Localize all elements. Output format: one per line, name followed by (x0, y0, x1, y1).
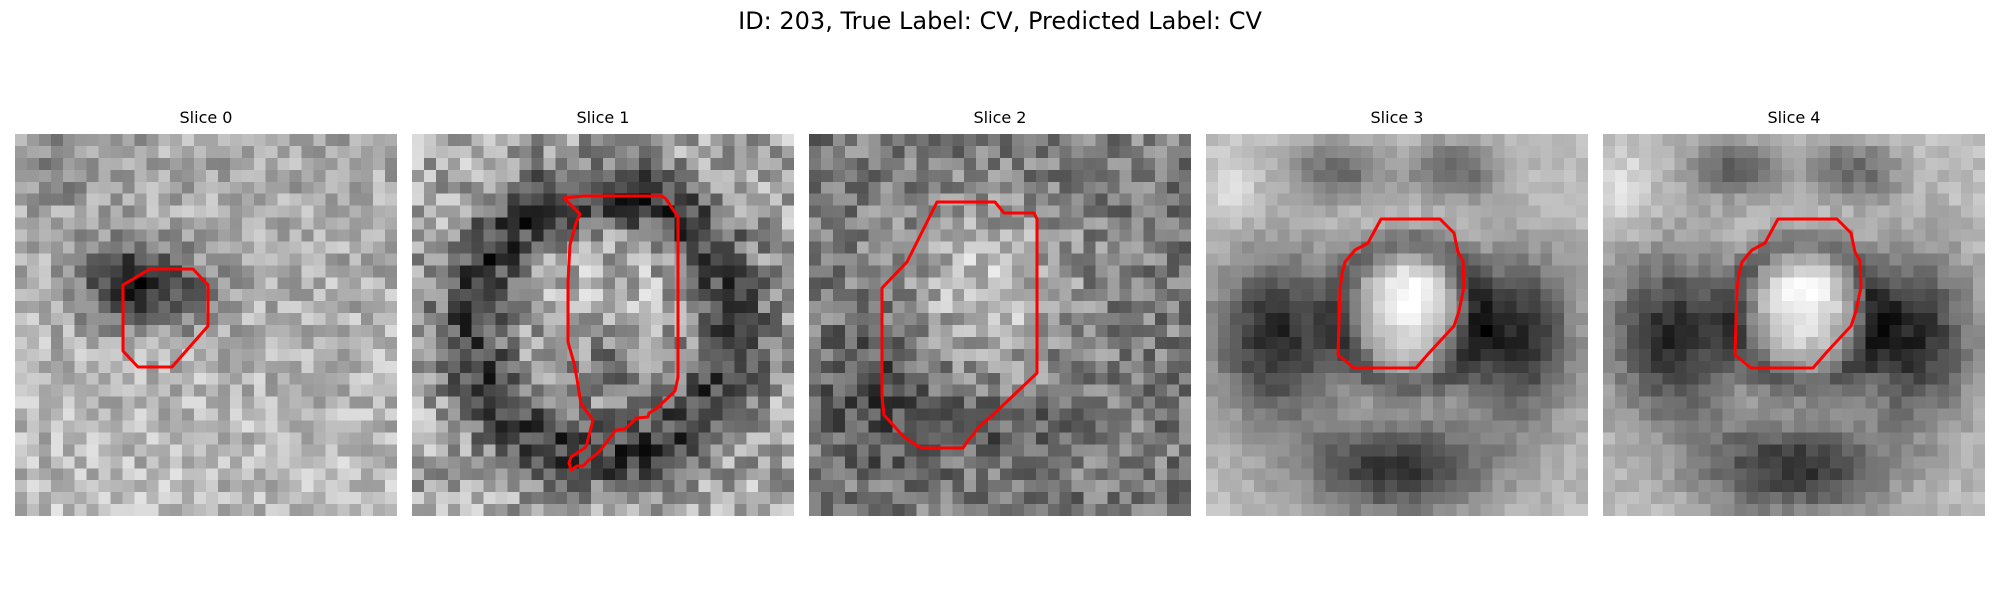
slice-image-3 (1206, 134, 1588, 516)
slice-title-2: Slice 2 (973, 108, 1027, 127)
slice-panel-3: Slice 3 (1206, 108, 1588, 516)
slice-image-4 (1603, 134, 1985, 516)
segmentation-contour-2 (880, 200, 1039, 450)
slice-pixels-4 (1603, 134, 1985, 516)
slice-pixels-0 (15, 134, 397, 516)
segmentation-contour-1 (562, 194, 680, 472)
figure-title: ID: 203, True Label: CV, Predicted Label… (738, 7, 1262, 35)
slice-pixels-3 (1206, 134, 1588, 516)
slice-panel-1: Slice 1 (412, 108, 794, 516)
slice-panel-0: Slice 0 (15, 108, 397, 516)
slice-panel-2: Slice 2 (809, 108, 1191, 516)
slice-pixels-2 (809, 134, 1191, 516)
segmentation-contour-4 (1733, 217, 1863, 370)
slice-pixels-1 (412, 134, 794, 516)
segmentation-contour-3 (1336, 217, 1466, 370)
slice-panel-4: Slice 4 (1603, 108, 1985, 516)
slice-title-0: Slice 0 (179, 108, 233, 127)
segmentation-contour-0 (121, 267, 210, 369)
slice-image-0 (15, 134, 397, 516)
slice-image-1 (412, 134, 794, 516)
slice-title-3: Slice 3 (1370, 108, 1424, 127)
slice-title-1: Slice 1 (576, 108, 630, 127)
slice-image-2 (809, 134, 1191, 516)
slice-title-4: Slice 4 (1767, 108, 1821, 127)
